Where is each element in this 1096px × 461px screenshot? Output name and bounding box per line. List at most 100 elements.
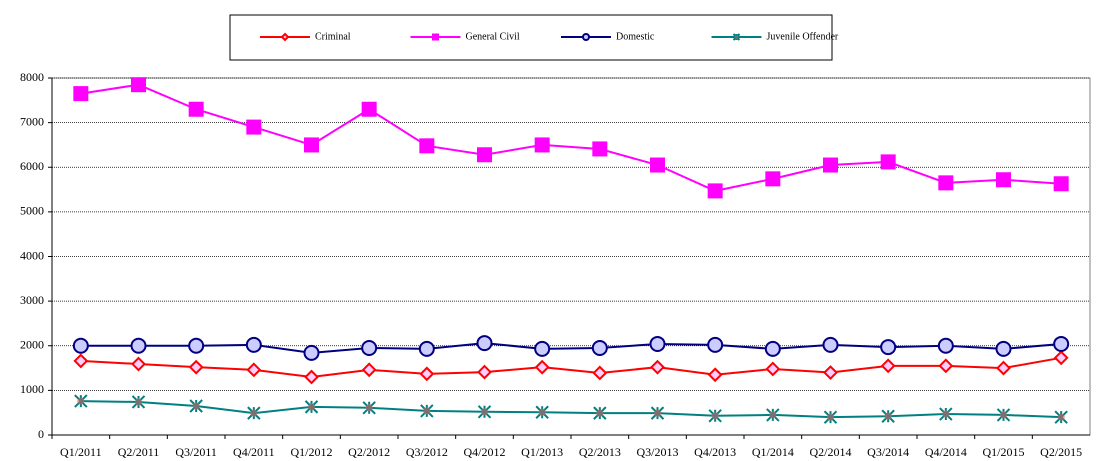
x-tick-label: Q2/2015 (1040, 445, 1082, 459)
marker (476, 335, 493, 352)
marker (362, 401, 376, 415)
marker-dot (596, 409, 604, 417)
marker-dot (942, 410, 950, 418)
marker (996, 172, 1011, 188)
marker-dot (192, 402, 200, 410)
marker (1053, 350, 1069, 366)
marker (938, 358, 954, 374)
marker (188, 337, 205, 354)
marker-dot (734, 35, 739, 39)
x-tick-label: Q2/2012 (348, 445, 390, 459)
marker (732, 33, 741, 41)
marker (477, 364, 492, 380)
marker (534, 340, 551, 357)
marker (361, 339, 378, 356)
marker (361, 101, 377, 117)
marker (650, 406, 665, 420)
legend-label: General Civil (466, 31, 520, 42)
x-tick-label: Q4/2011 (233, 445, 275, 459)
marker (592, 365, 608, 381)
marker (477, 405, 492, 419)
marker (708, 409, 722, 423)
legend-label: Juvenile Offender (767, 31, 839, 42)
marker (130, 337, 147, 354)
y-tick-label: 0 (38, 427, 44, 441)
x-tick-label: Q2/2011 (118, 445, 160, 459)
legend-label: Domestic (616, 31, 655, 42)
marker (707, 336, 724, 353)
marker (996, 408, 1011, 422)
marker (995, 340, 1012, 357)
x-tick-label: Q1/2012 (291, 445, 333, 459)
marker (649, 335, 666, 352)
x-tick-label: Q4/2014 (925, 445, 967, 459)
y-tick-label: 6000 (20, 159, 44, 173)
marker (592, 141, 608, 157)
series-line (80, 342, 1062, 354)
marker (247, 406, 261, 420)
marker (823, 157, 838, 173)
x-tick-label: Q1/2011 (60, 445, 102, 459)
y-tick-label: 8000 (20, 70, 44, 84)
marker (361, 362, 377, 378)
marker (131, 395, 146, 409)
marker (131, 77, 146, 93)
marker (418, 340, 435, 357)
marker-dot (423, 407, 431, 415)
marker (707, 367, 723, 383)
marker (419, 138, 435, 154)
marker (131, 356, 146, 372)
marker (535, 405, 549, 419)
marker-dot (250, 409, 258, 417)
marker (189, 399, 203, 413)
marker-dot (365, 404, 373, 412)
x-tick-label: Q1/2013 (521, 445, 563, 459)
marker (534, 359, 550, 375)
marker (1053, 335, 1070, 352)
marker-dot (653, 409, 662, 417)
marker (880, 358, 896, 374)
marker (707, 183, 723, 199)
marker-dot (307, 403, 316, 411)
y-tick-label: 5000 (20, 204, 44, 218)
marker (996, 360, 1011, 376)
marker (72, 337, 89, 354)
marker (246, 119, 262, 135)
series-line (80, 83, 1062, 192)
marker-dot (884, 412, 892, 420)
marker (304, 369, 319, 385)
x-tick-label: Q1/2015 (983, 445, 1025, 459)
marker (304, 137, 319, 153)
marker (582, 33, 590, 41)
marker (304, 400, 319, 414)
marker (534, 137, 550, 153)
y-tick-label: 1000 (20, 382, 44, 396)
series-line (80, 400, 1062, 419)
marker-dot (711, 412, 719, 420)
marker (765, 361, 781, 377)
marker (764, 340, 781, 357)
x-tick-label: Q2/2014 (810, 445, 852, 459)
x-tick-label: Q3/2013 (637, 445, 679, 459)
x-tick-label: Q1/2014 (752, 445, 794, 459)
x-tick-label: Q4/2013 (694, 445, 736, 459)
marker-dot (77, 397, 85, 405)
marker (280, 32, 290, 42)
marker (650, 359, 665, 375)
marker (1053, 176, 1069, 192)
marker-dot (999, 411, 1008, 419)
x-tick-label: Q3/2014 (867, 445, 909, 459)
marker (432, 33, 439, 41)
y-tick-label: 7000 (20, 114, 44, 128)
marker (1054, 410, 1068, 424)
marker (880, 154, 896, 170)
y-tick-label: 4000 (20, 248, 44, 262)
marker (939, 407, 953, 421)
marker (246, 362, 262, 378)
x-tick-label: Q3/2011 (175, 445, 217, 459)
marker (188, 101, 204, 117)
marker (593, 406, 607, 420)
marker (650, 157, 665, 173)
marker (73, 86, 89, 102)
